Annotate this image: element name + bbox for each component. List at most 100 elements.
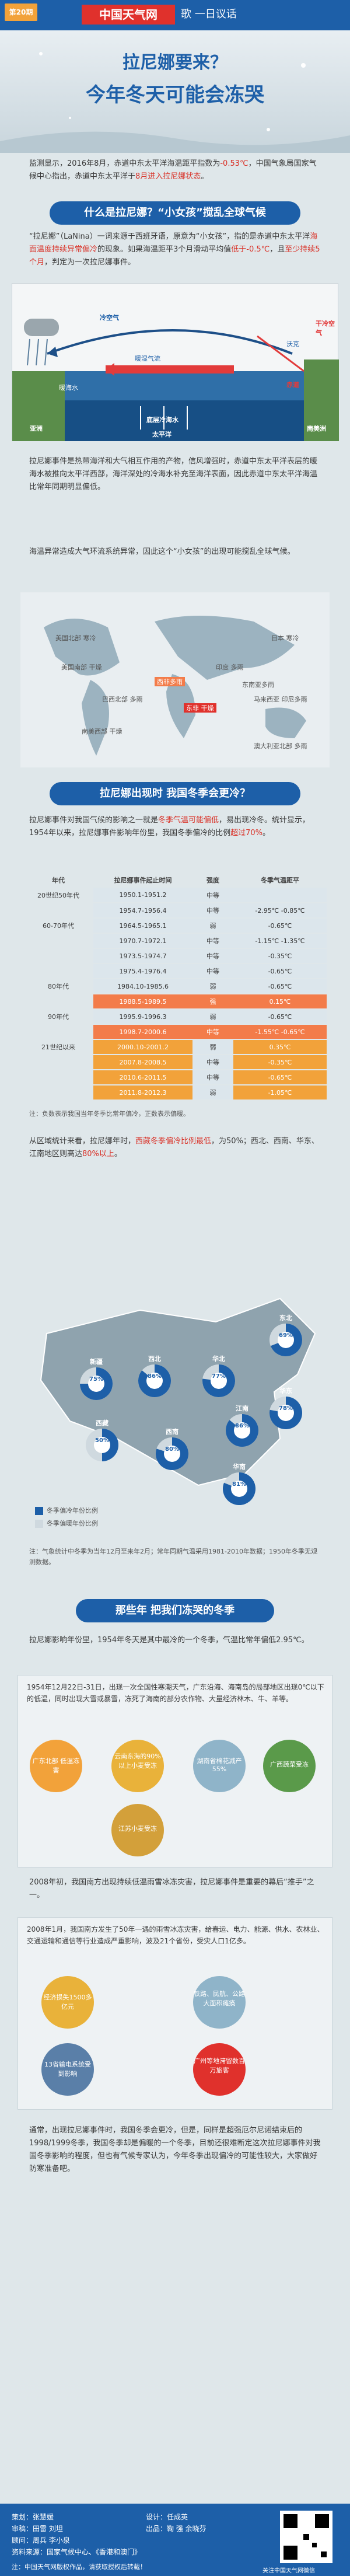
region-pie: 江南 86% bbox=[225, 1404, 260, 1450]
region-pct: 75% bbox=[89, 1376, 103, 1383]
pie-hole bbox=[278, 1405, 294, 1421]
pie-chart bbox=[202, 1364, 235, 1397]
map-label-se-asia: 东南亚多雨 bbox=[242, 681, 274, 689]
section1-paragraph2: 拉尼娜事件是热带海洋和大气相互作用的产物，信风增强时，赤道中东太平洋表层的暖海水… bbox=[29, 457, 318, 491]
region-pct: 50% bbox=[95, 1437, 109, 1444]
region-pct: 81% bbox=[232, 1481, 246, 1488]
icon-transport: 铁路、民航、公路大面积瘫痪 bbox=[193, 1976, 246, 2029]
table-cell-strength: 中等 bbox=[192, 964, 233, 979]
region-name: 华北 bbox=[212, 1355, 225, 1363]
label-equator: 赤道 bbox=[286, 381, 299, 389]
col-strength: 强度 bbox=[206, 877, 219, 884]
cold-2008-box: 2008年1月，我国南方发生了50年一遇的雨雪冰冻灾害，给春运、电力、能源、供水… bbox=[18, 1917, 332, 2110]
section2-paragraph1: 拉尼娜事件对我国气候的影响之一就是冬季气温可能偏低，易出现冷冬。统计显示，195… bbox=[29, 816, 310, 837]
section3-title: 那些年 把我们冻哭的冬季 bbox=[76, 1599, 274, 1622]
table-row: 21世纪以来 2000.10-2001.2 弱 0.35℃ bbox=[23, 1039, 327, 1055]
label-warm-water: 暖海水 bbox=[59, 384, 78, 392]
region-name: 华南 bbox=[233, 1463, 246, 1471]
credit-guide: 顾问：周兵 李小泉 bbox=[12, 2536, 70, 2544]
world-map-shape bbox=[44, 616, 306, 756]
region-pie: 华北 77% bbox=[201, 1354, 236, 1401]
la-nina-table: 年代 拉尼娜事件起止时间 强度 冬季气温距平 20世纪50年代 1950.1-19… bbox=[23, 872, 327, 1101]
pie-hole bbox=[211, 1373, 227, 1389]
table-cell-decade bbox=[23, 1070, 93, 1085]
region-pct: 77% bbox=[212, 1373, 226, 1380]
region-pct: 80% bbox=[165, 1446, 179, 1453]
table-cell-anomaly: -2.95℃ -0.85℃ bbox=[233, 903, 327, 919]
section2-paragraph2: 从区域统计来看，拉尼娜年时，西藏冬季偏冷比例最低，为50%；西北、西南、华东、江… bbox=[29, 1137, 319, 1158]
label-cold-water: 底层冷海水 bbox=[146, 416, 178, 424]
table-row: 2007.8-2008.5 中等 -0.35℃ bbox=[23, 1055, 327, 1070]
table-cell-period: 1970.7-1972.1 bbox=[93, 933, 192, 949]
table-row: 1975.4-1976.4 中等 -0.65℃ bbox=[23, 964, 327, 979]
pie-hole bbox=[278, 1332, 294, 1348]
map-label-japan: 日本 寒冷 bbox=[271, 634, 299, 642]
region-name: 东北 bbox=[279, 1314, 292, 1322]
region-pct: 78% bbox=[279, 1405, 293, 1412]
hero-title-line2: 今年冬天可能会冻哭 bbox=[86, 83, 264, 107]
table-cell-decade: 80年代 bbox=[23, 979, 93, 994]
table-row: 2010.6-2011.5 中等 -0.65℃ bbox=[23, 1070, 327, 1085]
table-row: 60-70年代 1964.5-1965.1 弱 -0.65℃ bbox=[23, 918, 327, 934]
table-cell-anomaly: -0.65℃ bbox=[233, 1070, 327, 1085]
section3-paragraph3: 通常，出现拉尼娜事件时，我国冬季会更冷，但是，同样是超强厄尔尼诺结束后的1998… bbox=[29, 2126, 321, 2173]
top-banner bbox=[0, 0, 350, 30]
table-cell-period: 1975.4-1976.4 bbox=[93, 964, 192, 979]
table-cell-anomaly: -0.65℃ bbox=[233, 979, 327, 994]
region-pie: 西南 80% bbox=[155, 1427, 190, 1474]
table-cell-decade bbox=[23, 1024, 93, 1040]
region-name: 西北 bbox=[148, 1355, 161, 1363]
region-name: 西藏 bbox=[96, 1419, 108, 1427]
china-region-map: 东北 69% 西北 86% 华北 77% 新疆 75% 西藏 50% 西南 80% 江南 86% 华南 81%… bbox=[23, 1287, 327, 1505]
region-name: 西南 bbox=[166, 1428, 178, 1436]
region-pct: 69% bbox=[279, 1332, 293, 1339]
section2-title: 拉尼娜出现时 我国冬季会更冷？ bbox=[50, 782, 300, 805]
col-anomaly: 冬季气温距平 bbox=[261, 877, 299, 884]
table-cell-decade bbox=[23, 1055, 93, 1070]
legend-swatch-warm bbox=[35, 1520, 43, 1528]
region-note: 注：气象统计中冬季为当年12月至来年2月；常年同期气温采用1981-2010年数… bbox=[29, 1548, 317, 1566]
label-pacific: 太平洋 bbox=[152, 431, 172, 438]
legend-item-cold: 冬季偏冷年份比例 bbox=[35, 1506, 315, 1515]
pie-chart bbox=[270, 1397, 303, 1429]
cold-2008-text: 2008年1月，我国南方发生了50年一遇的雨雪冰冻灾害，给春运、电力、能源、供水… bbox=[27, 1925, 324, 1945]
table-cell-strength: 中等 bbox=[192, 903, 233, 919]
table-cell-period: 1988.5-1989.5 bbox=[93, 994, 192, 1010]
qr-code[interactable] bbox=[280, 2511, 332, 2563]
section3-paragraph2: 2008年初，我国南方出现持续低温雨雪冰冻灾害，拉尼娜事件是重要的幕后“推手”之… bbox=[29, 1878, 314, 1900]
icon-hunan-cotton: 湖南省棉花减产55% bbox=[193, 1740, 246, 1792]
region-pct: 86% bbox=[148, 1373, 162, 1380]
table-cell-strength: 弱 bbox=[192, 918, 233, 934]
table-cell-decade bbox=[23, 994, 93, 1010]
table-cell-strength: 中等 bbox=[192, 933, 233, 949]
icon-yunnan-wheat: 云南东海的90%以上小麦受冻 bbox=[111, 1740, 164, 1792]
follow-text: 关注中国天气网微信 bbox=[262, 2568, 315, 2574]
table-row: 1973.5-1974.7 中等 -0.35℃ bbox=[23, 948, 327, 964]
table-cell-anomaly: -1.05℃ bbox=[233, 1085, 327, 1101]
col-decade: 年代 bbox=[52, 877, 65, 884]
site-logo[interactable]: 中国天气网 bbox=[82, 5, 175, 25]
table-cell-decade: 21世纪以来 bbox=[23, 1039, 93, 1055]
region-pie: 西藏 50% bbox=[85, 1418, 120, 1465]
table-cell-period: 1995.9-1996.3 bbox=[93, 1009, 192, 1025]
table-cell-period: 1964.5-1965.1 bbox=[93, 918, 192, 934]
icon-guangxi-veg: 广西蔬菜受冻 bbox=[263, 1740, 316, 1792]
label-dry-cold-air: 干冷空气 bbox=[316, 320, 335, 337]
pie-chart bbox=[156, 1437, 189, 1470]
table-cell-strength: 中等 bbox=[192, 1024, 233, 1040]
pie-chart bbox=[270, 1324, 303, 1356]
event-table: 年代 拉尼娜事件起止时间 强度 冬季气温距平 20世纪50年代 1950.1-19… bbox=[23, 872, 327, 1101]
map-label-us-north: 美国北部 寒冷 bbox=[55, 634, 96, 642]
world-impact-map: 美国北部 寒冷 美国南部 干燥 巴西北部 多雨 南美西部 干燥 西非多雨 东非 … bbox=[20, 592, 330, 767]
table-row: 20世纪50年代 1950.1-1951.2 中等 bbox=[23, 888, 327, 903]
table-cell-period: 2007.8-2008.5 bbox=[93, 1055, 192, 1070]
cold-1954-text: 1954年12月22日-31日，出现一次全国性寒潮天气，广东沿海、海南岛的局部地… bbox=[27, 1683, 324, 1703]
map-label-us-south: 美国南部 干燥 bbox=[61, 664, 102, 671]
table-cell-strength: 中等 bbox=[192, 888, 233, 903]
map-label-india: 印度 多雨 bbox=[216, 664, 244, 671]
region-pie: 西北 86% bbox=[137, 1354, 172, 1401]
pie-chart bbox=[223, 1472, 256, 1505]
map-label-brazil: 巴西北部 多雨 bbox=[102, 696, 143, 703]
label-walker: 沃克 bbox=[286, 340, 299, 348]
table-body: 20世纪50年代 1950.1-1951.2 中等 1954.7-1956.4 中等 -2… bbox=[23, 888, 327, 1101]
